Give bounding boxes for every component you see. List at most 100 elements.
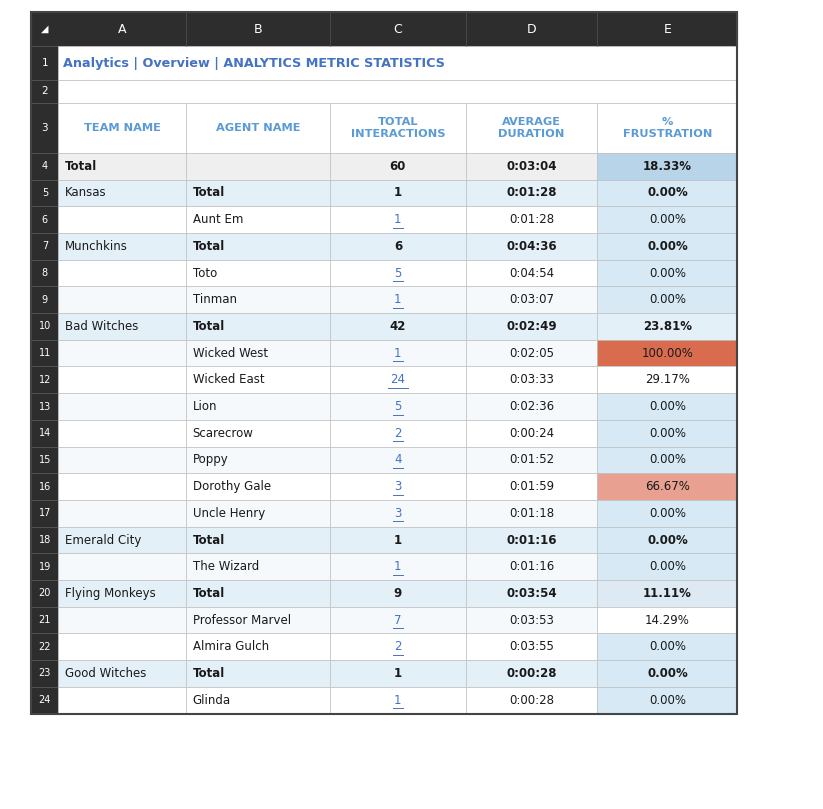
Bar (58, 313, 186, 340)
Text: 0:03:33: 0:03:33 (509, 373, 554, 387)
Bar (186, 687, 330, 714)
Bar (597, 393, 737, 420)
Bar (58, 46, 737, 80)
Bar (31, 340, 58, 366)
Text: 0.00%: 0.00% (647, 667, 688, 680)
Bar (186, 393, 330, 420)
Text: 100.00%: 100.00% (641, 346, 694, 360)
Bar (597, 527, 737, 553)
Text: 1: 1 (394, 213, 402, 227)
Text: 5: 5 (42, 188, 48, 198)
Text: 1: 1 (394, 186, 402, 200)
Text: 24: 24 (390, 373, 406, 387)
Bar (597, 633, 737, 660)
Bar (58, 366, 186, 393)
Text: 22: 22 (39, 642, 51, 652)
Bar (330, 393, 466, 420)
Bar (31, 260, 58, 286)
Text: 0:00:24: 0:00:24 (509, 426, 554, 440)
Text: Toto: Toto (193, 266, 216, 280)
Bar (186, 553, 330, 580)
Bar (58, 153, 186, 180)
Bar (58, 340, 186, 366)
Text: 0.00%: 0.00% (647, 533, 688, 547)
Bar (330, 340, 466, 366)
Bar (330, 500, 466, 527)
Text: 0.00%: 0.00% (649, 426, 686, 440)
Bar (31, 180, 58, 206)
Text: 0:02:05: 0:02:05 (509, 346, 554, 360)
Bar (58, 527, 186, 553)
Bar (597, 313, 737, 340)
Bar (597, 206, 737, 233)
Text: Uncle Henry: Uncle Henry (193, 506, 265, 520)
Text: Professor Marvel: Professor Marvel (193, 613, 291, 627)
Bar (186, 180, 330, 206)
Text: 0:00:28: 0:00:28 (509, 693, 554, 707)
Text: Munchkins: Munchkins (65, 239, 128, 253)
Bar (186, 233, 330, 260)
Bar (466, 340, 597, 366)
Bar (466, 553, 597, 580)
Text: 0.00%: 0.00% (649, 400, 686, 413)
Bar (186, 447, 330, 473)
Bar (58, 80, 737, 103)
Bar (58, 687, 186, 714)
Text: 11: 11 (39, 348, 51, 358)
Bar (466, 607, 597, 633)
Bar (186, 633, 330, 660)
Text: 23.81%: 23.81% (643, 320, 692, 333)
Bar (186, 206, 330, 233)
Text: 9: 9 (42, 294, 48, 305)
Bar (58, 180, 186, 206)
Text: Poppy: Poppy (193, 453, 228, 467)
Bar (186, 366, 330, 393)
Text: 2: 2 (394, 640, 402, 654)
Bar (597, 153, 737, 180)
Text: 1: 1 (394, 533, 402, 547)
Bar (597, 286, 737, 313)
Bar (58, 447, 186, 473)
Text: 8: 8 (42, 268, 48, 278)
Text: Aunt Em: Aunt Em (193, 213, 243, 227)
Text: 0.00%: 0.00% (649, 560, 686, 574)
Text: 29.17%: 29.17% (645, 373, 690, 387)
Bar (31, 103, 58, 153)
Text: 2: 2 (394, 426, 402, 440)
Text: 66.67%: 66.67% (645, 480, 690, 493)
Text: 0.00%: 0.00% (649, 640, 686, 654)
Text: 5: 5 (394, 400, 402, 413)
Text: 0:02:49: 0:02:49 (506, 320, 557, 333)
Bar (58, 393, 186, 420)
Bar (330, 233, 466, 260)
Bar (330, 366, 466, 393)
Text: 14: 14 (39, 428, 51, 438)
Bar (466, 393, 597, 420)
Bar (597, 180, 737, 206)
Bar (31, 313, 58, 340)
Bar (58, 553, 186, 580)
Bar (330, 607, 466, 633)
Bar (466, 103, 597, 153)
Bar (186, 286, 330, 313)
Text: 60: 60 (390, 159, 406, 173)
Bar (597, 660, 737, 687)
Text: 0:00:28: 0:00:28 (506, 667, 557, 680)
Text: 0:01:52: 0:01:52 (509, 453, 554, 467)
Bar (597, 366, 737, 393)
Bar (330, 286, 466, 313)
Bar (31, 366, 58, 393)
Text: 0:04:36: 0:04:36 (506, 239, 557, 253)
Text: 0:01:16: 0:01:16 (509, 560, 554, 574)
Bar (330, 660, 466, 687)
Bar (186, 500, 330, 527)
Bar (597, 607, 737, 633)
Text: Wicked East: Wicked East (193, 373, 264, 387)
Text: 3: 3 (394, 506, 402, 520)
Text: 0.00%: 0.00% (649, 293, 686, 307)
Text: Tinman: Tinman (193, 293, 236, 307)
Bar (466, 500, 597, 527)
Text: 5: 5 (394, 266, 402, 280)
Bar (597, 473, 737, 500)
Bar (466, 180, 597, 206)
